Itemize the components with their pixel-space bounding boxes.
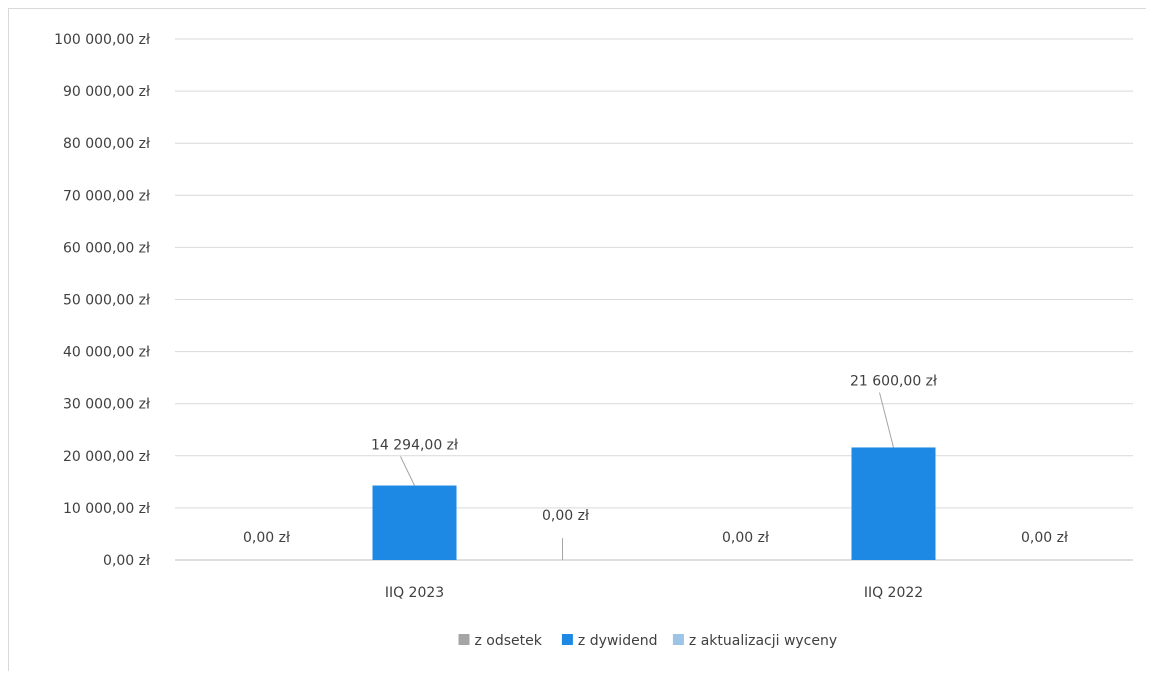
data-label: 0,00 zł [243, 530, 290, 546]
data-label: 0,00 zł [1021, 530, 1068, 546]
y-tick-label: 0,00 zł [103, 553, 150, 569]
legend-label: z dywidend [578, 633, 658, 649]
y-tick-label: 30 000,00 zł [63, 397, 150, 413]
y-tick-label: 50 000,00 zł [63, 293, 150, 309]
y-tick-label: 40 000,00 zł [63, 345, 150, 361]
legend-swatch [458, 634, 470, 645]
y-tick-label: 70 000,00 zł [63, 188, 150, 204]
x-tick-label: IIQ 2022 [864, 585, 923, 601]
y-tick-label: 20 000,00 zł [63, 449, 150, 465]
bar-z-dywidend [851, 447, 936, 560]
label-leader-line [879, 392, 894, 448]
legend-label: z aktualizacji wyceny [689, 633, 837, 649]
data-label: 0,00 zł [722, 530, 769, 546]
label-leader-line [400, 456, 415, 486]
y-tick-label: 10 000,00 zł [63, 501, 150, 517]
y-tick-label: 60 000,00 zł [63, 240, 150, 256]
x-tick-label: IIQ 2023 [385, 585, 444, 601]
data-label: 21 600,00 zł [850, 373, 937, 389]
data-label: 14 294,00 zł [371, 438, 458, 454]
legend-label: z odsetek [475, 633, 543, 649]
bar-z-dywidend [372, 485, 457, 560]
legend-swatch [672, 634, 684, 645]
chart-frame [8, 8, 1146, 671]
y-tick-label: 80 000,00 zł [63, 136, 150, 152]
y-tick-label: 90 000,00 zł [63, 84, 150, 100]
y-tick-label: 100 000,00 zł [54, 32, 150, 48]
data-label: 0,00 zł [542, 508, 589, 524]
legend-swatch [561, 634, 573, 645]
